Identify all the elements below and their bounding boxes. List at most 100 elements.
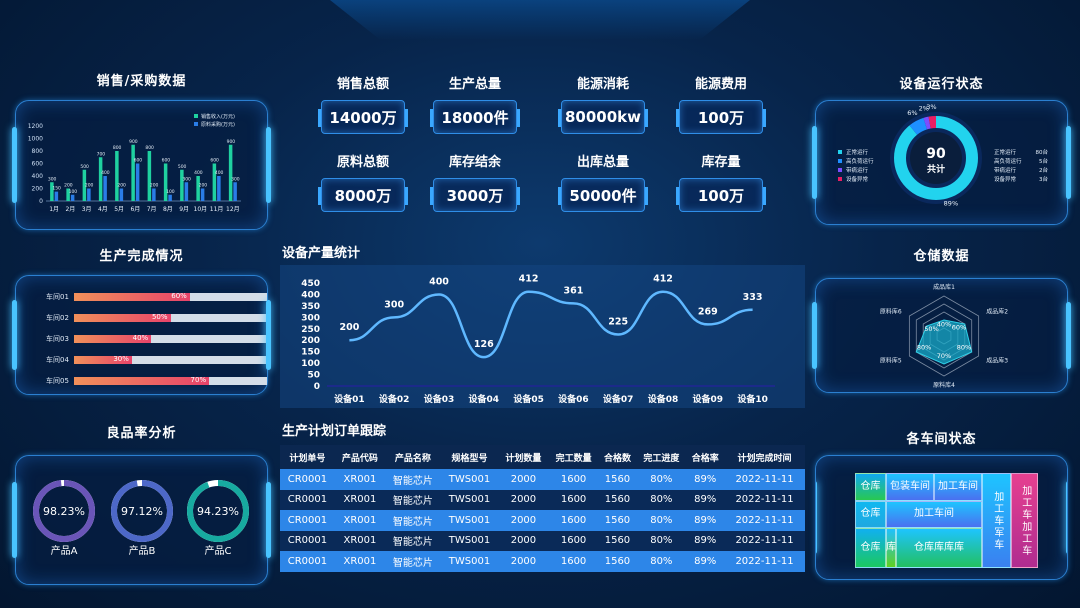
table-cell: CR0001: [280, 530, 335, 551]
table-row[interactable]: CR0001 XR001 智能芯片 TWS001 2000 1600 1560 80% 89% 2…: [280, 469, 805, 490]
x-tick-label: 设备06: [558, 393, 589, 405]
column-header: 产品代码: [334, 445, 385, 469]
purchase-bar: [119, 188, 124, 201]
x-tick-label: 设备09: [693, 393, 724, 405]
y-tick-label: 450: [301, 279, 320, 289]
radar-grid-ring: [915, 303, 973, 369]
y-tick-label: 200: [32, 186, 44, 193]
table-cell: TWS001: [440, 530, 499, 551]
production-row: 车间01 60%: [46, 292, 271, 303]
x-tick-label: 设备03: [424, 393, 455, 405]
y-tick-label: 400: [301, 290, 320, 300]
column-header: 合格率: [686, 445, 724, 469]
workshop-cell[interactable]: 加工车间: [886, 501, 982, 528]
legend-swatch: [838, 150, 842, 154]
workshop-cell[interactable]: 包装车间: [886, 473, 934, 501]
progress-value: 60%: [171, 292, 187, 300]
workshop-cell[interactable]: 仓库: [855, 473, 886, 501]
orders-table: 计划单号 产品代码 产品名称 规格型号 计划数量 完工数量 合格数 完工进度 合格率 计划完成时间…: [280, 445, 805, 572]
y-tick-label: 800: [32, 148, 44, 155]
table-cell: 2000: [498, 510, 549, 531]
yield-title: 良品率分析: [106, 426, 177, 441]
status-name: 高负荷运行: [994, 157, 1022, 165]
kpi-label: 出库总量: [576, 155, 629, 170]
table-cell: CR0001: [280, 469, 335, 490]
output-panel: 0 50 100 150 200 250 300 350 400 450 设备01 200 设备02 30…: [280, 265, 805, 408]
production-row: 车间04 30%: [46, 355, 271, 366]
bar-value-label: 150: [52, 186, 61, 192]
workshop-label: 车间01: [46, 293, 69, 301]
device-status-title: 设备运行状态: [899, 77, 984, 92]
workshop-cell[interactable]: 库: [886, 528, 896, 568]
column-header: 完工进度: [636, 445, 687, 469]
legend-label: 正常运行: [846, 148, 869, 156]
radar-value-label: 70%: [937, 352, 951, 360]
x-tick-label: 6月: [130, 206, 140, 213]
y-tick-label: 400: [32, 173, 44, 180]
x-tick-label: 9月: [179, 206, 189, 213]
legend-swatch: [194, 122, 198, 126]
table-cell: 智能芯片: [384, 551, 441, 572]
kpi-label: 库存量: [701, 155, 741, 170]
table-cell: CR0001: [280, 489, 335, 510]
workshop-cell[interactable]: 仓库库库库: [896, 528, 982, 568]
workshop-cell[interactable]: 仓库: [855, 501, 886, 528]
table-row[interactable]: CR0001 XR001 智能芯片 TWS001 2000 1600 1560 80% 89% 2…: [280, 489, 805, 510]
table-cell: 1560: [598, 510, 637, 531]
workshop-cell[interactable]: 加工车加工车: [1011, 473, 1038, 568]
donut-slice: [894, 116, 978, 200]
table-cell: TWS001: [440, 510, 499, 531]
purchase-bar: [103, 176, 107, 201]
purchase-bar: [70, 194, 75, 201]
status-name: 正常运行: [994, 148, 1017, 156]
x-tick-label: 11月: [210, 206, 224, 213]
table-cell: 智能芯片: [384, 469, 441, 490]
purchase-bar: [168, 194, 172, 201]
radar-value-label: 60%: [952, 323, 966, 331]
sales-bar: [66, 188, 70, 201]
table-row[interactable]: CR0001 XR001 智能芯片 TWS001 2000 1600 1560 80% 89% 2…: [280, 551, 805, 572]
progress-value: 50%: [151, 313, 168, 321]
table-cell: XR001: [334, 530, 385, 551]
gauge-label: 产品B: [129, 544, 156, 557]
sales-bar-chart: 0200400600800100012001月3001502月2001003月5…: [28, 113, 241, 213]
kpi-label: 生产总量: [448, 77, 501, 92]
bar-value-label: 300: [182, 176, 191, 182]
y-tick-label: 600: [32, 161, 44, 168]
data-label: 269: [698, 306, 718, 317]
radar-axis-label: 成品库2: [986, 308, 1008, 316]
radar-axis-label: 原料库5: [880, 356, 902, 364]
table-cell: 1600: [548, 489, 599, 510]
output-series-line: [349, 290, 753, 359]
progress-fill: 50%: [74, 313, 171, 322]
table-row[interactable]: CR0001 XR001 智能芯片 TWS001 2000 1600 1560 80% 89% 2…: [280, 530, 805, 551]
column-header: 计划单号: [280, 445, 335, 469]
column-header: 计划完成时间: [724, 445, 805, 469]
sales-bar: [196, 176, 200, 201]
progress-track: 30%: [74, 355, 267, 364]
data-label: 412: [519, 274, 539, 285]
x-tick-label: 12月: [226, 206, 240, 213]
y-tick-label: 1200: [28, 123, 43, 130]
table-row[interactable]: CR0001 XR001 智能芯片 TWS001 2000 1600 1560 80% 89% 2…: [280, 510, 805, 531]
data-label: 400: [429, 276, 449, 287]
table-cell: 2022-11-11: [724, 469, 805, 490]
workshop-cell[interactable]: 加工车军车: [982, 473, 1011, 568]
table-cell: 2022-11-11: [724, 551, 805, 572]
slice-percent-label: 3%: [926, 103, 936, 111]
y-tick-label: 50: [307, 371, 320, 381]
bar-value-label: 300: [231, 176, 240, 182]
sales-bar: [131, 144, 135, 201]
y-tick-label: 300: [301, 313, 320, 323]
workshop-cell[interactable]: 加工车间: [934, 473, 982, 501]
table-cell: XR001: [334, 510, 385, 531]
workshop-cell[interactable]: 仓库: [855, 528, 886, 568]
sales-bar: [180, 169, 184, 201]
kpi-value: 3000万: [430, 178, 520, 212]
legend-swatch: [838, 168, 842, 172]
table-cell: 1560: [598, 489, 637, 510]
device-status-donut: 89% 正常运行 正常运行 80台 6% 高负荷运行 高负荷运行 5台 2% 带病运行 带病运行 2台…: [838, 103, 1048, 207]
bar-value-label: 900: [129, 139, 138, 145]
table-cell: 80%: [636, 510, 687, 531]
legend-label: 销售收入(万元): [201, 113, 235, 120]
